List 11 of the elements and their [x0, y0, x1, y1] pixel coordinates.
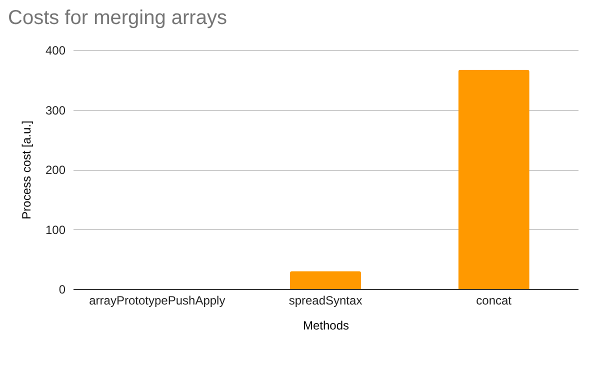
chart-title: Costs for merging arrays: [8, 7, 227, 29]
x-tick-label: arrayPrototypePushApply: [89, 294, 226, 308]
y-tick-label: 200: [45, 163, 66, 177]
y-tick-label: 300: [45, 103, 66, 118]
y-tick-label: 400: [45, 44, 66, 58]
y-axis-title: Process cost [a.u.]: [19, 120, 34, 220]
x-tick-label: spreadSyntax: [288, 294, 362, 308]
y-tick-label: 100: [45, 222, 66, 237]
x-axis-title: Methods: [302, 318, 350, 332]
y-tick-label: 0: [58, 282, 66, 296]
x-tick-label: concat: [476, 294, 512, 308]
